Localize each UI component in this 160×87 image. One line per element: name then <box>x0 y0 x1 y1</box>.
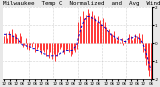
Text: Milwaukee  Temp C  Normalized  and  Avg  Wind  Dir  (Last  24H): Milwaukee Temp C Normalized and Avg Wind… <box>3 1 160 6</box>
